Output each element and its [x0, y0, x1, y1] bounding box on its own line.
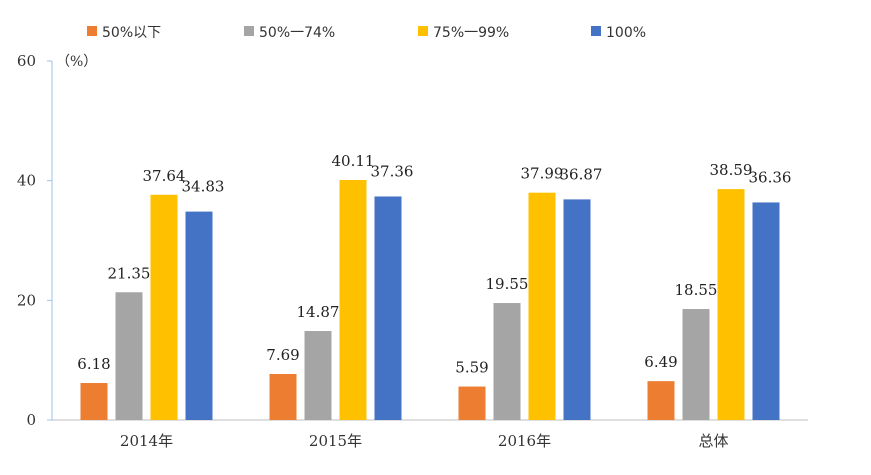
bar-1-1 [80, 383, 108, 420]
legend-label-1: 50%以下 [102, 25, 161, 41]
bar-2-3 [493, 303, 521, 420]
data-label-2-3: 19.55 [486, 275, 529, 293]
data-label-3-1: 37.64 [143, 167, 186, 185]
bar-4-3 [563, 199, 591, 420]
x-category-label: 2015年 [309, 432, 362, 450]
y-tick-label: 0 [26, 411, 36, 429]
data-label-3-2: 40.11 [332, 152, 375, 170]
data-label-3-3: 37.99 [521, 165, 564, 183]
bars [80, 180, 780, 420]
x-axis: 2014年 2015年 2016年 总体 [52, 419, 808, 450]
bar-2-1 [115, 292, 143, 420]
data-label-1-3: 5.59 [455, 359, 488, 377]
legend-swatch-4 [591, 26, 601, 36]
bar-4-2 [374, 196, 402, 420]
data-label-2-1: 21.35 [108, 264, 151, 282]
data-label-4-3: 36.87 [560, 165, 603, 183]
data-label-1-2: 7.69 [266, 346, 299, 364]
x-category-label: 2016年 [498, 432, 551, 450]
bar-1-3 [458, 386, 486, 420]
bar-1-2 [269, 373, 297, 420]
data-label-2-2: 14.87 [297, 303, 340, 321]
bar-3-1 [150, 194, 178, 420]
legend-label-2: 50%一74% [259, 25, 335, 41]
bar-4-4 [752, 202, 780, 420]
legend-swatch-1 [87, 26, 97, 36]
legend-swatch-2 [244, 26, 254, 36]
x-category-label: 总体 [698, 432, 728, 450]
data-label-2-4: 18.55 [675, 281, 718, 299]
data-label-4-2: 37.36 [371, 162, 414, 180]
y-axis-unit-label: （%） [56, 54, 97, 70]
legend-label-3: 75%一99% [433, 25, 509, 41]
data-label-3-4: 38.59 [710, 161, 753, 179]
y-tick-label: 60 [17, 52, 36, 70]
data-label-4-4: 36.36 [749, 168, 792, 186]
data-label-1-1: 6.18 [77, 355, 110, 373]
data-label-4-1: 34.83 [182, 178, 225, 196]
bar-3-3 [528, 192, 556, 420]
bar-2-4 [682, 309, 710, 420]
bar-1-4 [647, 381, 675, 420]
y-tick-label: 20 [17, 291, 36, 309]
bar-3-4 [717, 189, 745, 420]
y-axis: 0 20 40 60 [17, 52, 53, 429]
legend-swatch-3 [418, 26, 428, 36]
y-tick-label: 40 [17, 172, 36, 190]
bar-2-2 [304, 331, 332, 420]
legend: 50%以下 50%一74% 75%一99% 100% [87, 25, 646, 41]
bar-3-2 [339, 180, 367, 420]
bar-4-1 [185, 211, 213, 420]
data-label-1-4: 6.49 [644, 353, 677, 371]
legend-label-4: 100% [606, 25, 646, 41]
x-category-label: 2014年 [120, 432, 173, 450]
